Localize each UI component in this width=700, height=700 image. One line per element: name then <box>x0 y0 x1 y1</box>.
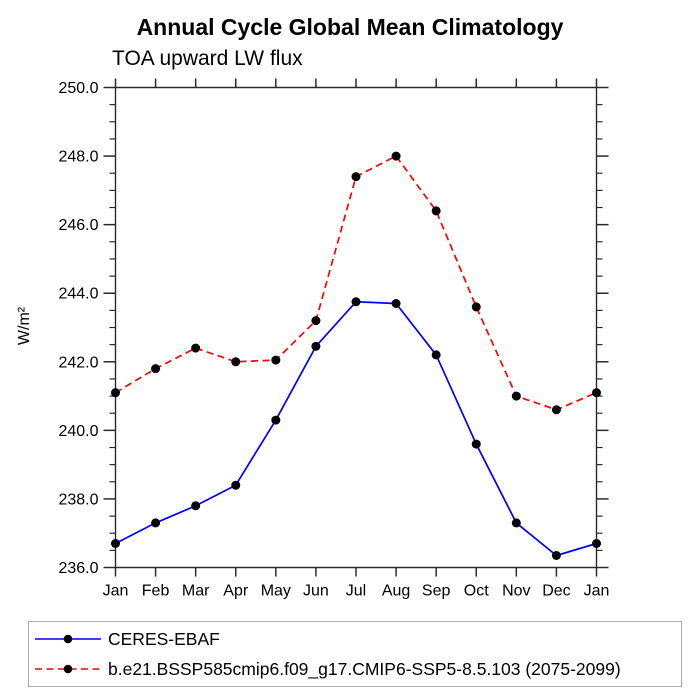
series-1-marker <box>111 388 120 398</box>
series-1-marker <box>431 206 441 216</box>
series-1-marker <box>551 405 561 415</box>
series-1-marker <box>151 364 161 374</box>
series-0-marker <box>311 341 321 351</box>
x-tick-label: May <box>261 583 291 600</box>
x-tick-label: Feb <box>142 583 170 600</box>
series-1-marker <box>271 355 281 365</box>
y-tick-label: 238.0 <box>58 491 98 508</box>
series-1-marker <box>471 302 481 312</box>
series-0-marker <box>151 518 161 528</box>
y-tick-label: 246.0 <box>58 217 98 234</box>
series-0-marker <box>551 551 561 560</box>
x-tick-label: Dec <box>542 583 570 600</box>
series-0-marker <box>592 539 601 548</box>
series-1-marker <box>191 343 201 353</box>
x-tick-label: Sep <box>422 583 451 600</box>
legend-row-ceres: CERES-EBAF <box>33 627 681 651</box>
series-0-marker <box>351 297 361 307</box>
y-tick-label: 240.0 <box>58 423 98 440</box>
series-line-0 <box>115 300 597 557</box>
x-tick-label: Jan <box>584 583 610 600</box>
series-0-marker <box>511 518 521 528</box>
y-tick-label: 236.0 <box>58 560 98 577</box>
series-1-marker <box>311 316 321 326</box>
series-line-1 <box>115 155 597 411</box>
chart-subtitle: TOA upward LW flux <box>112 47 303 70</box>
y-tick-label: 250.0 <box>58 80 98 97</box>
series-1-marker <box>511 391 521 401</box>
chart-title: Annual Cycle Global Mean Climatology <box>136 14 564 40</box>
series-1-marker <box>592 388 601 398</box>
x-tick-label: Jun <box>303 583 329 600</box>
legend-label-ceres: CERES-EBAF <box>108 628 220 649</box>
legend: CERES-EBAF b.e21.BSSP585cmip6.f09_g17.CM… <box>28 621 682 687</box>
series-0-marker <box>231 480 241 490</box>
x-tick-label: Mar <box>182 583 210 600</box>
series-1-marker <box>231 357 241 367</box>
series-0-marker <box>271 415 281 425</box>
x-tick-label: Jul <box>346 583 366 600</box>
series-0-marker <box>431 350 441 360</box>
series-0-marker <box>191 501 201 511</box>
x-tick-label: Nov <box>502 583 530 600</box>
legend-line-sample-dashed-icon <box>35 664 101 674</box>
x-tick-label: Aug <box>382 583 410 600</box>
x-tick-label: Jan <box>103 583 129 600</box>
series-0-marker <box>471 439 481 449</box>
legend-label-model: b.e21.BSSP585cmip6.f09_g17.CMIP6-SSP5-8.… <box>108 658 621 679</box>
x-tick-label: Oct <box>464 583 489 600</box>
legend-line-sample-solid-icon <box>35 634 101 644</box>
x-tick-label: Apr <box>223 583 249 600</box>
series-0-marker <box>391 299 401 308</box>
series-1-marker <box>351 172 361 182</box>
series-0-marker <box>111 539 120 548</box>
legend-row-model: b.e21.BSSP585cmip6.f09_g17.CMIP6-SSP5-8.… <box>33 657 681 681</box>
y-tick-label: 242.0 <box>58 354 98 371</box>
y-tick-label: 248.0 <box>58 149 98 166</box>
y-tick-label: 244.0 <box>58 286 98 303</box>
series-1-marker <box>391 151 401 161</box>
